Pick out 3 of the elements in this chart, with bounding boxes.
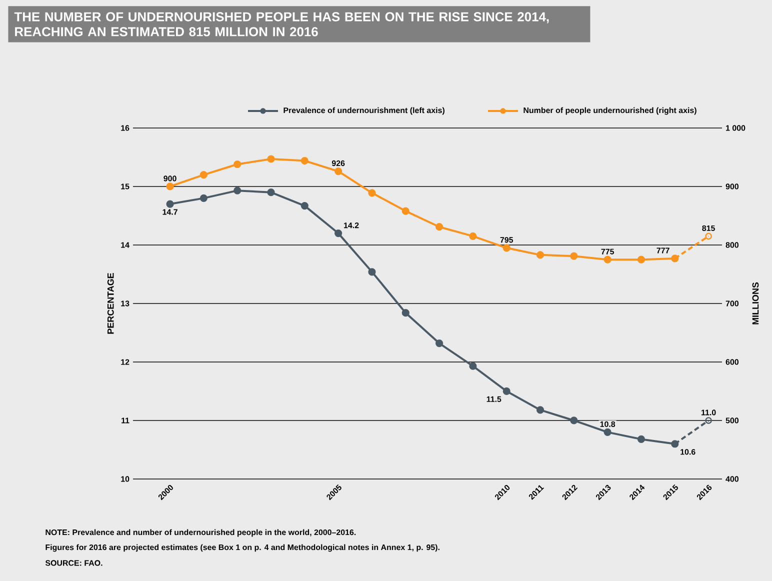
y2-axis-title: MILLIONS — [752, 282, 759, 324]
y-axis-title: PERCENTAGE — [107, 273, 114, 334]
chart-title: THE NUMBER OF UNDERNOURISHED PEOPLE HAS BEEN ON THE RISE SINCE 2014, REACHING AN ESTIMATED 815 MILLION IN 2016 — [14, 12, 549, 36]
